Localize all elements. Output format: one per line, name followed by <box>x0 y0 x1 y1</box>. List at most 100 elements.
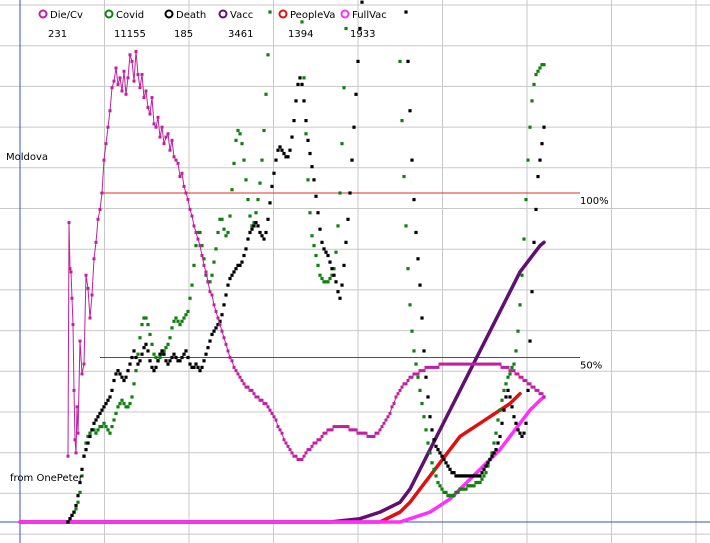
data-point-death <box>196 365 200 369</box>
data-point-death <box>420 316 424 320</box>
data-point-diecv <box>210 293 214 297</box>
data-point-diecv <box>94 240 98 244</box>
data-point-covid <box>446 494 450 498</box>
data-point-covid <box>398 59 402 63</box>
data-point-covid <box>126 405 130 409</box>
data-point-death <box>312 178 316 182</box>
data-point-covid <box>234 138 238 142</box>
data-point-diecv <box>246 385 250 389</box>
data-point-diecv <box>512 369 516 373</box>
data-point-death <box>186 355 190 360</box>
data-point-death <box>306 138 310 142</box>
data-point-diecv <box>454 362 458 366</box>
data-point-covid <box>460 487 464 491</box>
legend-marker-peopleva <box>278 9 288 19</box>
data-point-diecv <box>67 221 71 225</box>
data-point-diecv <box>534 388 538 392</box>
data-point-covid <box>84 441 88 445</box>
data-point-diecv <box>290 451 294 455</box>
data-point-covid <box>80 474 84 478</box>
data-point-death <box>502 408 506 412</box>
data-point-covid <box>420 401 424 406</box>
data-point-death <box>130 355 134 360</box>
data-point-covid <box>404 224 408 228</box>
data-point-death <box>324 250 328 254</box>
data-point-covid <box>320 276 324 281</box>
data-point-diecv <box>452 362 456 366</box>
data-point-death <box>212 329 216 333</box>
data-point-diecv <box>514 372 518 376</box>
data-point-diecv <box>376 431 380 435</box>
data-point-diecv <box>120 89 124 93</box>
data-point-diecv <box>390 405 394 409</box>
series-line-vacc <box>18 240 546 524</box>
data-point-covid <box>342 86 346 90</box>
data-point-death <box>276 148 280 152</box>
data-point-death <box>496 441 500 445</box>
data-point-covid <box>100 424 104 429</box>
data-point-diecv <box>506 365 510 369</box>
data-point-diecv <box>208 290 212 294</box>
data-point-death <box>472 474 476 478</box>
data-point-diecv <box>442 362 446 366</box>
data-point-diecv <box>88 316 92 320</box>
data-point-diecv <box>200 254 204 258</box>
data-point-death <box>102 405 106 409</box>
data-point-diecv <box>410 375 414 379</box>
data-point-diecv <box>324 431 328 435</box>
data-point-diecv <box>340 425 344 429</box>
data-point-diecv <box>110 86 114 90</box>
data-point-diecv <box>310 444 314 448</box>
data-point-covid <box>130 395 134 399</box>
legend-label-death: Death <box>176 10 206 21</box>
data-point-covid <box>230 188 234 192</box>
data-point-death <box>360 0 364 4</box>
data-point-death <box>162 352 166 356</box>
data-point-covid <box>86 434 90 439</box>
data-point-covid <box>338 191 342 195</box>
data-point-diecv <box>146 105 150 109</box>
data-point-covid <box>312 244 316 248</box>
data-point-covid <box>502 388 506 392</box>
data-point-diecv <box>366 434 370 438</box>
data-point-death <box>202 359 206 363</box>
legend-marker-covid <box>104 9 114 19</box>
data-point-diecv <box>262 402 266 406</box>
data-point-death <box>268 201 272 205</box>
data-point-diecv <box>450 362 454 366</box>
data-point-death <box>266 217 270 221</box>
data-point-covid <box>212 260 216 264</box>
data-point-death <box>294 99 298 103</box>
data-point-death <box>248 230 252 235</box>
data-point-death <box>444 461 448 465</box>
data-point-death <box>534 207 538 212</box>
data-point-covid <box>512 362 516 366</box>
data-point-death <box>114 372 118 376</box>
data-point-diecv <box>356 431 360 435</box>
data-point-diecv <box>220 329 224 333</box>
data-point-diecv <box>164 135 168 139</box>
data-point-death <box>406 59 410 63</box>
data-point-diecv <box>72 388 76 392</box>
data-point-diecv <box>430 365 434 369</box>
data-point-covid <box>308 211 312 215</box>
data-point-death <box>188 362 192 366</box>
data-point-covid <box>170 326 174 330</box>
data-point-death <box>338 296 342 300</box>
data-point-diecv <box>158 135 162 139</box>
data-point-death <box>168 359 172 363</box>
data-point-diecv <box>406 379 410 383</box>
data-point-death <box>352 125 356 129</box>
data-point-death <box>346 217 350 221</box>
data-point-death <box>340 283 344 287</box>
data-point-death <box>178 359 182 363</box>
data-point-diecv <box>478 362 482 366</box>
data-point-covid <box>94 431 98 435</box>
data-point-death <box>120 375 124 379</box>
data-point-death <box>108 395 112 399</box>
data-point-covid <box>454 490 458 494</box>
data-point-death <box>240 260 244 264</box>
data-point-covid <box>122 401 126 406</box>
data-point-diecv <box>114 66 118 70</box>
data-point-death <box>216 323 220 327</box>
